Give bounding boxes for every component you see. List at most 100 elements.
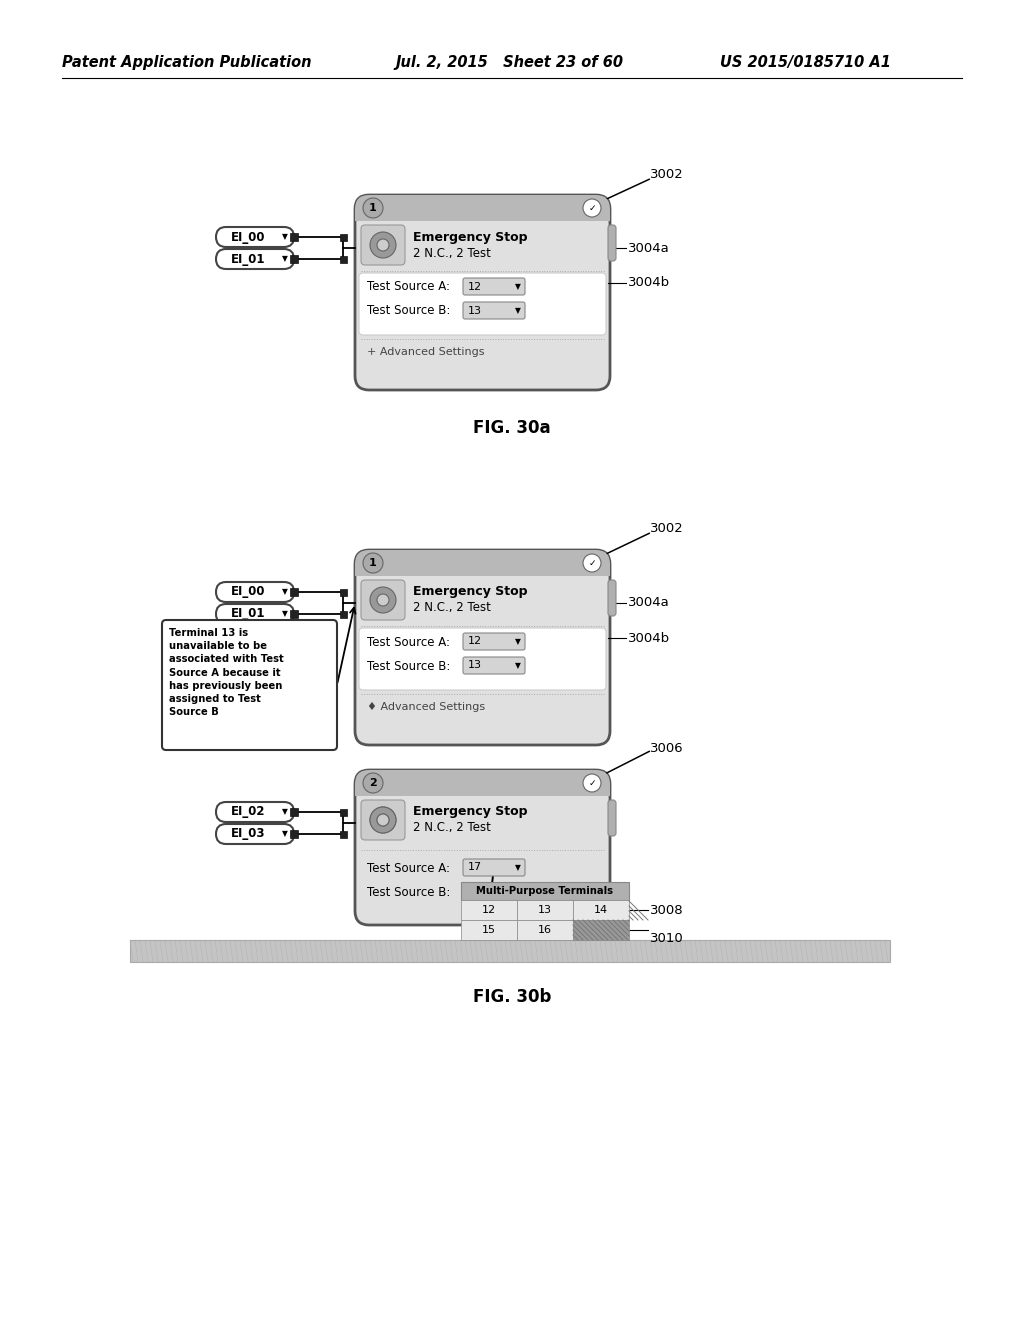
Text: Jul. 2, 2015   Sheet 23 of 60: Jul. 2, 2015 Sheet 23 of 60 bbox=[395, 54, 623, 70]
Text: ▼: ▼ bbox=[515, 863, 521, 873]
Bar bbox=[290, 255, 298, 263]
FancyBboxPatch shape bbox=[463, 279, 525, 294]
Bar bbox=[573, 920, 629, 940]
Text: ✓: ✓ bbox=[588, 203, 596, 213]
Text: EI_00: EI_00 bbox=[230, 231, 265, 243]
Text: Multi-Purpose Terminals: Multi-Purpose Terminals bbox=[476, 886, 613, 896]
Text: ▼: ▼ bbox=[282, 587, 288, 597]
FancyBboxPatch shape bbox=[463, 302, 525, 319]
Text: 2 N.C., 2 Test: 2 N.C., 2 Test bbox=[413, 602, 490, 615]
Text: FIG. 30b: FIG. 30b bbox=[473, 987, 551, 1006]
Text: 1: 1 bbox=[369, 203, 377, 213]
Text: 3004a: 3004a bbox=[628, 242, 670, 255]
Circle shape bbox=[377, 239, 389, 251]
Text: 2 N.C., 2 Test: 2 N.C., 2 Test bbox=[413, 247, 490, 260]
Text: EI_01: EI_01 bbox=[230, 252, 265, 265]
Bar bbox=[517, 900, 573, 920]
Circle shape bbox=[362, 198, 383, 218]
Text: 14: 14 bbox=[594, 906, 608, 915]
Text: ▼: ▼ bbox=[282, 232, 288, 242]
Text: 13: 13 bbox=[468, 305, 482, 315]
Circle shape bbox=[370, 807, 396, 833]
Text: 3002: 3002 bbox=[650, 169, 684, 181]
FancyBboxPatch shape bbox=[355, 195, 610, 220]
Text: 3006: 3006 bbox=[650, 742, 684, 755]
FancyBboxPatch shape bbox=[355, 195, 610, 389]
FancyBboxPatch shape bbox=[216, 803, 294, 822]
Text: ▼: ▼ bbox=[515, 661, 521, 671]
Text: Emergency Stop: Emergency Stop bbox=[413, 586, 527, 598]
FancyBboxPatch shape bbox=[162, 620, 337, 750]
Text: ▼: ▼ bbox=[282, 610, 288, 619]
Text: FIG. 30a: FIG. 30a bbox=[473, 418, 551, 437]
Circle shape bbox=[370, 807, 396, 833]
FancyBboxPatch shape bbox=[216, 227, 294, 247]
Bar bbox=[340, 808, 346, 816]
Circle shape bbox=[370, 587, 396, 612]
FancyBboxPatch shape bbox=[463, 657, 525, 675]
Circle shape bbox=[377, 594, 389, 606]
Circle shape bbox=[583, 199, 601, 216]
Bar bbox=[130, 940, 890, 962]
Bar bbox=[461, 920, 517, 940]
Text: 3004b: 3004b bbox=[628, 276, 670, 289]
Text: + Advanced Settings: + Advanced Settings bbox=[367, 347, 484, 356]
Text: ▼: ▼ bbox=[282, 808, 288, 817]
Text: Terminal 13 is
unavailable to be
associated with Test
Source A because it
has pr: Terminal 13 is unavailable to be associa… bbox=[169, 628, 284, 717]
Text: Emergency Stop: Emergency Stop bbox=[413, 805, 527, 818]
Text: 17: 17 bbox=[468, 862, 482, 873]
Text: Test Source B:: Test Source B: bbox=[367, 886, 451, 899]
FancyBboxPatch shape bbox=[355, 550, 610, 576]
Bar bbox=[573, 900, 629, 920]
Text: ▼: ▼ bbox=[515, 306, 521, 315]
Text: 1: 1 bbox=[369, 558, 377, 568]
Text: 2: 2 bbox=[369, 777, 377, 788]
Text: US 2015/0185710 A1: US 2015/0185710 A1 bbox=[720, 54, 891, 70]
Circle shape bbox=[362, 553, 383, 573]
Text: 3010: 3010 bbox=[650, 932, 684, 945]
Circle shape bbox=[377, 814, 389, 826]
Text: 2 N.C., 2 Test: 2 N.C., 2 Test bbox=[413, 821, 490, 834]
Text: 13: 13 bbox=[538, 906, 552, 915]
FancyBboxPatch shape bbox=[361, 800, 406, 840]
FancyBboxPatch shape bbox=[216, 824, 294, 843]
Bar bbox=[340, 234, 346, 240]
Bar bbox=[340, 610, 346, 618]
FancyBboxPatch shape bbox=[608, 579, 616, 616]
Circle shape bbox=[583, 554, 601, 572]
Bar bbox=[355, 783, 610, 796]
Bar bbox=[461, 882, 629, 900]
Bar bbox=[340, 830, 346, 837]
Bar bbox=[290, 830, 298, 838]
Text: 3008: 3008 bbox=[650, 903, 684, 916]
Bar bbox=[290, 587, 298, 597]
Text: Test Source A:: Test Source A: bbox=[367, 281, 450, 293]
FancyBboxPatch shape bbox=[608, 224, 616, 261]
FancyBboxPatch shape bbox=[216, 249, 294, 269]
FancyBboxPatch shape bbox=[463, 634, 525, 649]
FancyBboxPatch shape bbox=[359, 628, 606, 690]
Text: 12: 12 bbox=[482, 906, 496, 915]
Text: 12: 12 bbox=[468, 636, 482, 647]
Text: ✓: ✓ bbox=[588, 779, 596, 788]
Text: 3004b: 3004b bbox=[628, 631, 670, 644]
FancyBboxPatch shape bbox=[216, 582, 294, 602]
Bar bbox=[290, 234, 298, 242]
Text: ▼: ▼ bbox=[282, 829, 288, 838]
Bar bbox=[340, 589, 346, 595]
Bar bbox=[355, 209, 610, 220]
Text: Patent Application Publication: Patent Application Publication bbox=[62, 54, 311, 70]
Text: Test Source A:: Test Source A: bbox=[367, 635, 450, 648]
Bar bbox=[355, 564, 610, 576]
Text: ✓: ✓ bbox=[588, 558, 596, 568]
Text: EI_01: EI_01 bbox=[230, 607, 265, 620]
FancyBboxPatch shape bbox=[361, 224, 406, 265]
Bar bbox=[461, 900, 517, 920]
FancyBboxPatch shape bbox=[361, 579, 406, 620]
Text: 13: 13 bbox=[468, 660, 482, 671]
Circle shape bbox=[362, 774, 383, 793]
FancyBboxPatch shape bbox=[359, 273, 606, 335]
Bar bbox=[517, 920, 573, 940]
Text: EI_02: EI_02 bbox=[230, 805, 265, 818]
Bar bbox=[340, 256, 346, 263]
